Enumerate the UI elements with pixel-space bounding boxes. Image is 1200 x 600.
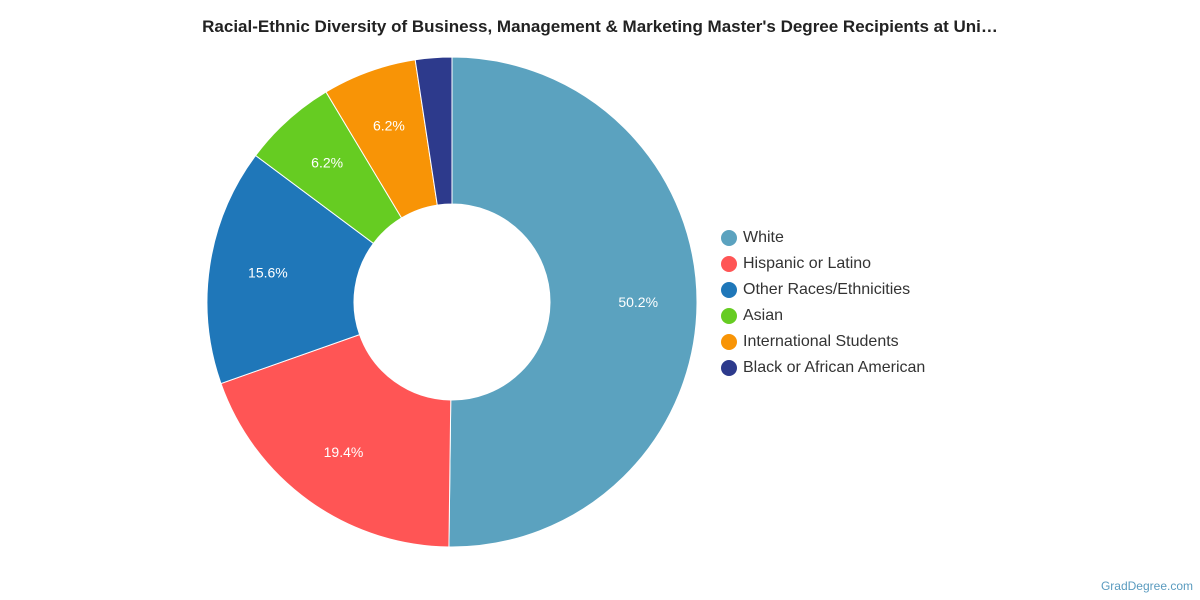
legend-marker-white [721, 230, 737, 246]
chart-title: Racial-Ethnic Diversity of Business, Man… [202, 17, 998, 36]
slice-label-white: 50.2% [618, 294, 658, 310]
slice-label-asian: 6.2% [311, 155, 343, 171]
legend-item-international-students[interactable]: International Students [721, 333, 899, 350]
legend: White Hispanic or Latino Other Races/Ethni… [721, 229, 925, 376]
legend-label-black-or-african-american: Black or African American [743, 359, 925, 376]
slice-hispanic-or-latino[interactable] [220, 333, 452, 548]
legend-marker-hispanic-or-latino [721, 256, 737, 272]
legend-item-hispanic-or-latino[interactable]: Hispanic or Latino [721, 255, 871, 272]
slice-label-hispanic-or-latino: 19.4% [324, 444, 364, 460]
donut-slices [206, 56, 698, 548]
slice-black-or-african-american[interactable] [414, 56, 453, 206]
legend-marker-other-races-ethnicities [721, 282, 737, 298]
slice-labels: 50.2% 19.4% 15.6% 6.2% 6.2% [248, 118, 658, 461]
source-credit[interactable]: GradDegree.com [1100, 579, 1193, 593]
legend-item-white[interactable]: White [721, 229, 784, 246]
legend-label-other-races-ethnicities: Other Races/Ethnicities [743, 281, 910, 298]
legend-label-hispanic-or-latino: Hispanic or Latino [743, 255, 871, 272]
legend-marker-international-students [721, 334, 737, 350]
slice-label-other-races-ethnicities: 15.6% [248, 265, 288, 281]
legend-item-other-races-ethnicities[interactable]: Other Races/Ethnicities [721, 281, 910, 298]
legend-item-black-or-african-american[interactable]: Black or African American [721, 359, 925, 376]
legend-label-asian: Asian [743, 307, 783, 324]
legend-label-white: White [743, 229, 784, 246]
slice-white[interactable] [448, 56, 698, 548]
legend-marker-asian [721, 308, 737, 324]
legend-label-international-students: International Students [743, 333, 899, 350]
legend-marker-black-or-african-american [721, 360, 737, 376]
legend-item-asian[interactable]: Asian [721, 307, 783, 324]
slice-label-international-students: 6.2% [373, 118, 405, 134]
